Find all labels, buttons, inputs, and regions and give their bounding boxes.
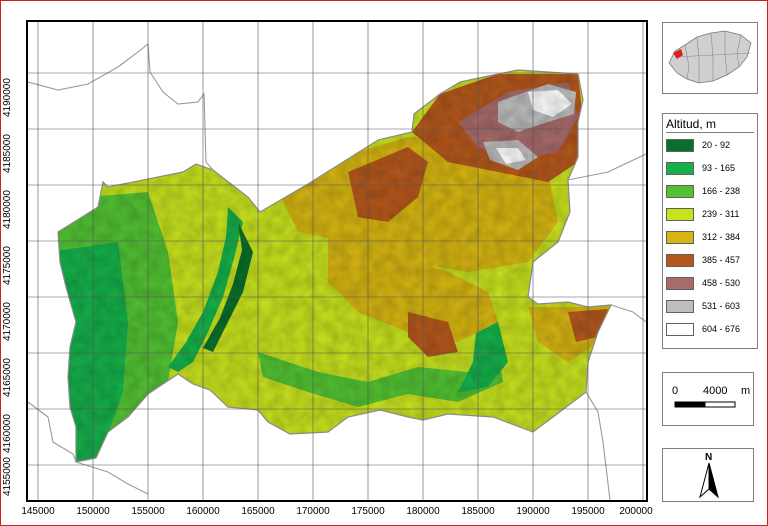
north-arrow-icon [699,462,719,499]
legend-swatch [666,185,694,198]
scale-unit-label: m [741,385,751,397]
legend-swatch [666,323,694,336]
neighbour-boundaries [28,42,646,500]
locator-map-drawing [668,30,752,84]
legend-label: 312 - 384 [702,232,741,242]
legend-swatch [666,139,694,152]
coordinate-grid [28,22,646,500]
elevation-layer [58,70,611,462]
x-tick-label: 155000 [131,506,165,517]
y-tick-label: 4170000 [2,302,13,341]
y-tick-label: 4180000 [2,190,13,229]
legend-label: 20 - 92 [702,140,731,150]
scale-bar [674,401,736,408]
study-area-marker [673,49,683,59]
legend-label: 385 - 457 [702,255,741,265]
legend-swatch [666,162,694,175]
legend-label: 604 - 676 [702,324,741,334]
legend-swatch [666,277,694,290]
x-tick-label: 195000 [571,506,605,517]
legend-swatch [666,300,694,313]
x-tick-label: 145000 [21,506,55,517]
x-tick-label: 180000 [406,506,440,517]
y-tick-label: 4165000 [2,358,13,397]
legend-label: 458 - 530 [702,278,741,288]
x-tick-label: 190000 [516,506,550,517]
x-tick-label: 165000 [241,506,275,517]
x-tick-label: 175000 [351,506,385,517]
map-canvas [28,22,646,500]
x-tick-label: 170000 [296,506,330,517]
legend-label: 93 - 165 [702,163,736,173]
x-tick-label: 150000 [76,506,110,517]
legend-swatch [666,208,694,221]
legend-label: 239 - 311 [702,209,740,219]
x-tick-label: 200000 [619,506,653,517]
legend-label: 166 - 238 [702,186,741,196]
legend-swatch [666,254,694,267]
scale-end-label: 4000 [703,385,728,397]
legend-swatch [666,231,694,244]
north-arrow-panel: N [662,448,754,502]
y-tick-label: 4155000 [2,457,13,496]
elevation-map [26,20,648,502]
locator-map [662,22,758,94]
y-tick-label: 4160000 [2,414,13,453]
scale-start-label: 0 [672,385,679,397]
north-label: N [705,452,713,463]
elevation-legend: Altitud, m 20 - 92 93 - 165 166 - 238 23… [662,113,758,349]
y-tick-label: 4175000 [2,246,13,285]
legend-label: 531 - 603 [702,301,741,311]
y-tick-label: 4190000 [2,78,13,117]
y-tick-label: 4185000 [2,134,13,173]
x-tick-label: 185000 [461,506,495,517]
x-tick-label: 160000 [186,506,220,517]
scale-bar-panel: 0 4000 m [662,372,754,426]
legend-title: Altitud, m [666,116,754,133]
